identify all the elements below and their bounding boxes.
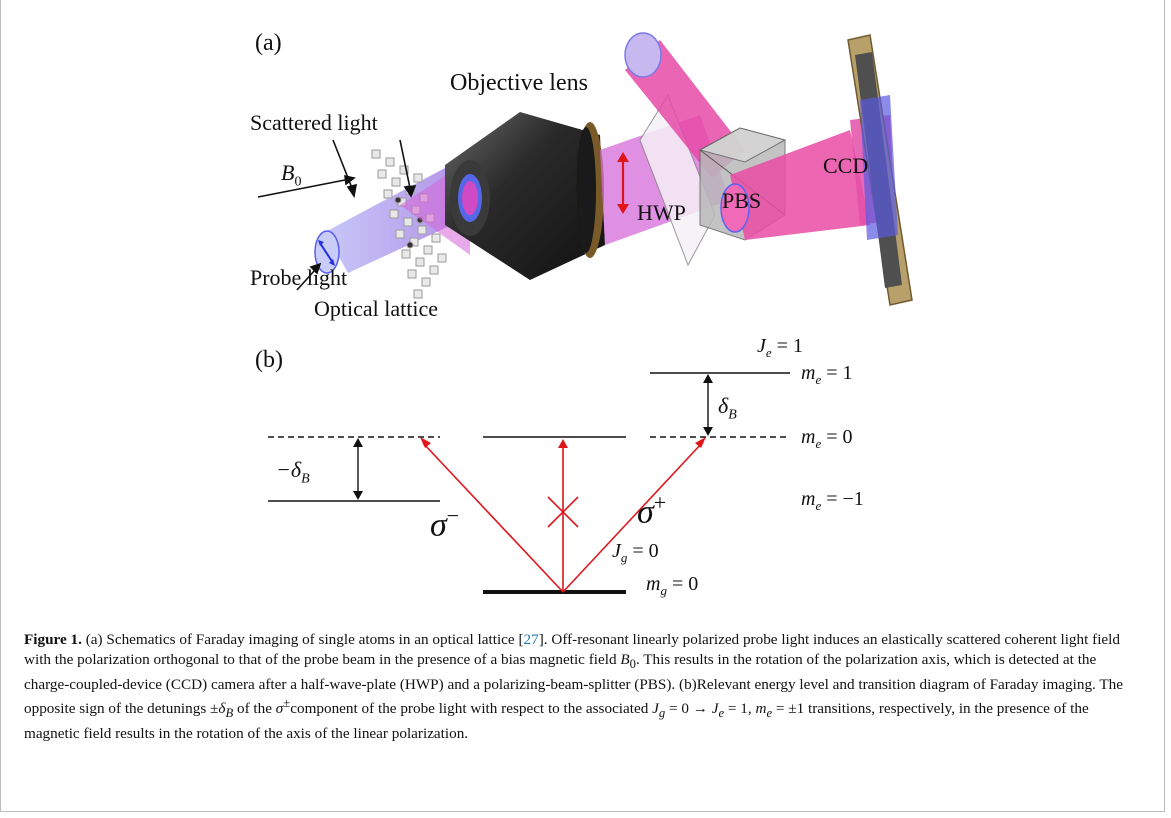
neg-delta-b-label: −δB bbox=[276, 457, 310, 487]
pbs-label: PBS bbox=[722, 188, 762, 213]
scattered-light-label: Scattered light bbox=[250, 110, 378, 135]
probe-light-label: Probe light bbox=[250, 265, 348, 290]
sigma-plus-transition bbox=[562, 442, 703, 593]
sigma-plus-label: σ+ bbox=[637, 490, 667, 531]
sigma-minus-transition bbox=[422, 442, 564, 593]
mg-label: mg = 0 bbox=[646, 573, 699, 598]
delta-b-label: δB bbox=[718, 393, 737, 423]
optical-lattice bbox=[371, 149, 447, 299]
objective-lens bbox=[445, 112, 605, 280]
figure-caption: Figure 1. (a) Schematics of Faraday imag… bbox=[24, 631, 1123, 743]
energy-diagram bbox=[268, 372, 790, 594]
me-plus1-label: me = 1 bbox=[801, 362, 853, 387]
me-0-label: me = 0 bbox=[801, 426, 853, 451]
ccd-camera bbox=[847, 34, 913, 306]
panel-a-label: (a) bbox=[255, 30, 282, 56]
figure-graphic bbox=[257, 32, 913, 594]
ccd-label: CCD bbox=[823, 153, 869, 178]
panel-b-label: (b) bbox=[255, 347, 283, 373]
je-label: Je = 1 bbox=[757, 335, 803, 360]
jg-label: Jg = 0 bbox=[612, 540, 659, 565]
citation-link[interactable]: 27 bbox=[523, 631, 539, 648]
sigma-minus-label: σ− bbox=[430, 503, 460, 544]
hwp-label: HWP bbox=[637, 200, 686, 225]
me-minus1-label: me = −1 bbox=[801, 488, 864, 513]
b0-label: B0 bbox=[281, 160, 302, 190]
figure-number: Figure 1. bbox=[24, 631, 82, 648]
objective-lens-label: Objective lens bbox=[450, 70, 588, 96]
annotation-arrows bbox=[257, 139, 417, 291]
optical-lattice-label: Optical lattice bbox=[314, 296, 438, 321]
